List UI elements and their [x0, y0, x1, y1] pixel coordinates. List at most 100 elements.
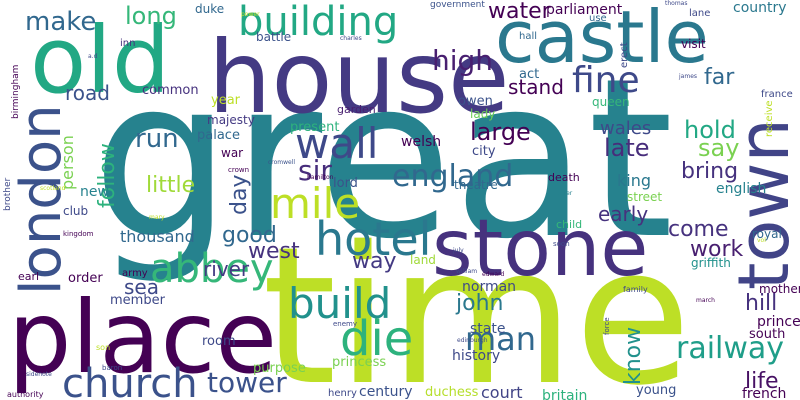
- word-club: club: [63, 204, 88, 218]
- word-norman: norman: [462, 279, 516, 295]
- word-purpose: purpose: [253, 361, 306, 376]
- word-government: government: [430, 0, 485, 10]
- word-large: large: [470, 118, 531, 146]
- word-make: make: [25, 7, 96, 37]
- word-scotland: scotland: [40, 185, 66, 192]
- word-say: say: [698, 134, 739, 162]
- word-lane: lane: [689, 8, 710, 19]
- word-wall: wall: [295, 119, 378, 168]
- word-stand: stand: [508, 75, 564, 99]
- word-hill: hill: [745, 291, 777, 316]
- word-river: river: [203, 257, 250, 281]
- word-garden: garden: [337, 103, 376, 116]
- word-hamilton: hamilton: [307, 174, 334, 181]
- word-parliament: parliament: [546, 2, 623, 18]
- word-lord: lord: [333, 176, 358, 191]
- word-duke: duke: [195, 2, 224, 16]
- word-henry: henry: [328, 388, 357, 399]
- word-crown: crown: [228, 166, 249, 174]
- word-state: state: [470, 321, 505, 337]
- word-inn: inn: [120, 38, 135, 49]
- word-britain: britain: [542, 388, 587, 400]
- word-road: road: [65, 81, 110, 105]
- word-railway: railway: [676, 331, 784, 366]
- word-hotel: hotel: [315, 212, 431, 266]
- word-soon: soon: [553, 240, 570, 248]
- word-enemy: enemy: [333, 320, 357, 328]
- word-princess: princess: [332, 355, 386, 370]
- word-james: james: [678, 73, 697, 80]
- word-new: new: [80, 184, 109, 200]
- word-cromwell: cromwell: [268, 159, 295, 166]
- word-king: king: [617, 171, 651, 190]
- word-street: street: [627, 190, 662, 204]
- word-castle: castle: [495, 0, 709, 79]
- word-run: run: [135, 124, 179, 154]
- word-country: country: [733, 0, 787, 16]
- word-majesty: majesty: [207, 113, 255, 127]
- word-late: late: [604, 134, 650, 162]
- word-birmingham: birmingham: [11, 65, 21, 119]
- word-little: little: [146, 173, 195, 198]
- word-follow: follow: [95, 143, 120, 208]
- word-french: french: [742, 386, 786, 400]
- word-man: man: [465, 320, 536, 358]
- word-die: die: [340, 311, 413, 367]
- word-member: member: [110, 293, 166, 308]
- word-force: force: [603, 317, 611, 335]
- word-court: court: [481, 383, 523, 400]
- word-water: water: [488, 0, 552, 24]
- word-royal: royal: [752, 227, 782, 241]
- word-earl: earl: [18, 270, 39, 283]
- word-building: building: [238, 0, 398, 45]
- word-war: war: [221, 146, 243, 160]
- word-letter: letter: [556, 190, 573, 197]
- word-mary: mary: [149, 214, 165, 221]
- word-present: present: [290, 120, 339, 135]
- word-time: time: [262, 206, 691, 400]
- word-south: south: [749, 327, 785, 342]
- word-year: year: [211, 93, 241, 108]
- word-old: old: [30, 7, 170, 114]
- word-long: long: [125, 2, 177, 30]
- word-life: life: [745, 369, 779, 394]
- word-vol: vol: [757, 237, 766, 244]
- word-fine: fine: [572, 60, 640, 101]
- word-france: france: [761, 89, 793, 100]
- word-queen: queen: [592, 95, 630, 109]
- word-prince: prince: [757, 314, 800, 330]
- word-battle: battle: [256, 30, 291, 44]
- word-work: work: [690, 237, 743, 262]
- word-room: room: [202, 334, 236, 349]
- word-history: history: [452, 348, 500, 364]
- word-hall: hall: [519, 31, 537, 42]
- word-house: house: [208, 19, 510, 136]
- word-town: town: [723, 118, 800, 290]
- word-day: day: [227, 175, 252, 215]
- word-great: great: [92, 31, 674, 287]
- word-theatre: theatre: [454, 178, 498, 192]
- word-london: london: [9, 104, 74, 295]
- word-sidenote: sidenote: [26, 371, 52, 378]
- word-land: land: [410, 253, 436, 267]
- word-city: city: [472, 144, 496, 159]
- word-a-d: a.d: [88, 53, 98, 60]
- word-visit: visit: [681, 37, 706, 51]
- word-griffith: griffith: [691, 256, 731, 270]
- word-baron: baron: [102, 364, 122, 372]
- word-sir: sir: [298, 154, 332, 187]
- word-stone: stone: [432, 204, 648, 294]
- word-son: son: [96, 343, 110, 352]
- word-sea: sea: [124, 275, 159, 299]
- word-person: person: [58, 135, 77, 190]
- word-july: july: [452, 247, 464, 254]
- word-lady: lady: [470, 107, 495, 121]
- word-mother: mother: [759, 282, 800, 296]
- word-good: good: [222, 223, 277, 248]
- word-army: army: [122, 268, 148, 279]
- word-wales: wales: [600, 118, 651, 139]
- word-thomas: thomas: [665, 0, 687, 7]
- word-thousand: thousand: [120, 227, 195, 246]
- word-death: death: [548, 171, 580, 184]
- word-century: century: [359, 384, 413, 400]
